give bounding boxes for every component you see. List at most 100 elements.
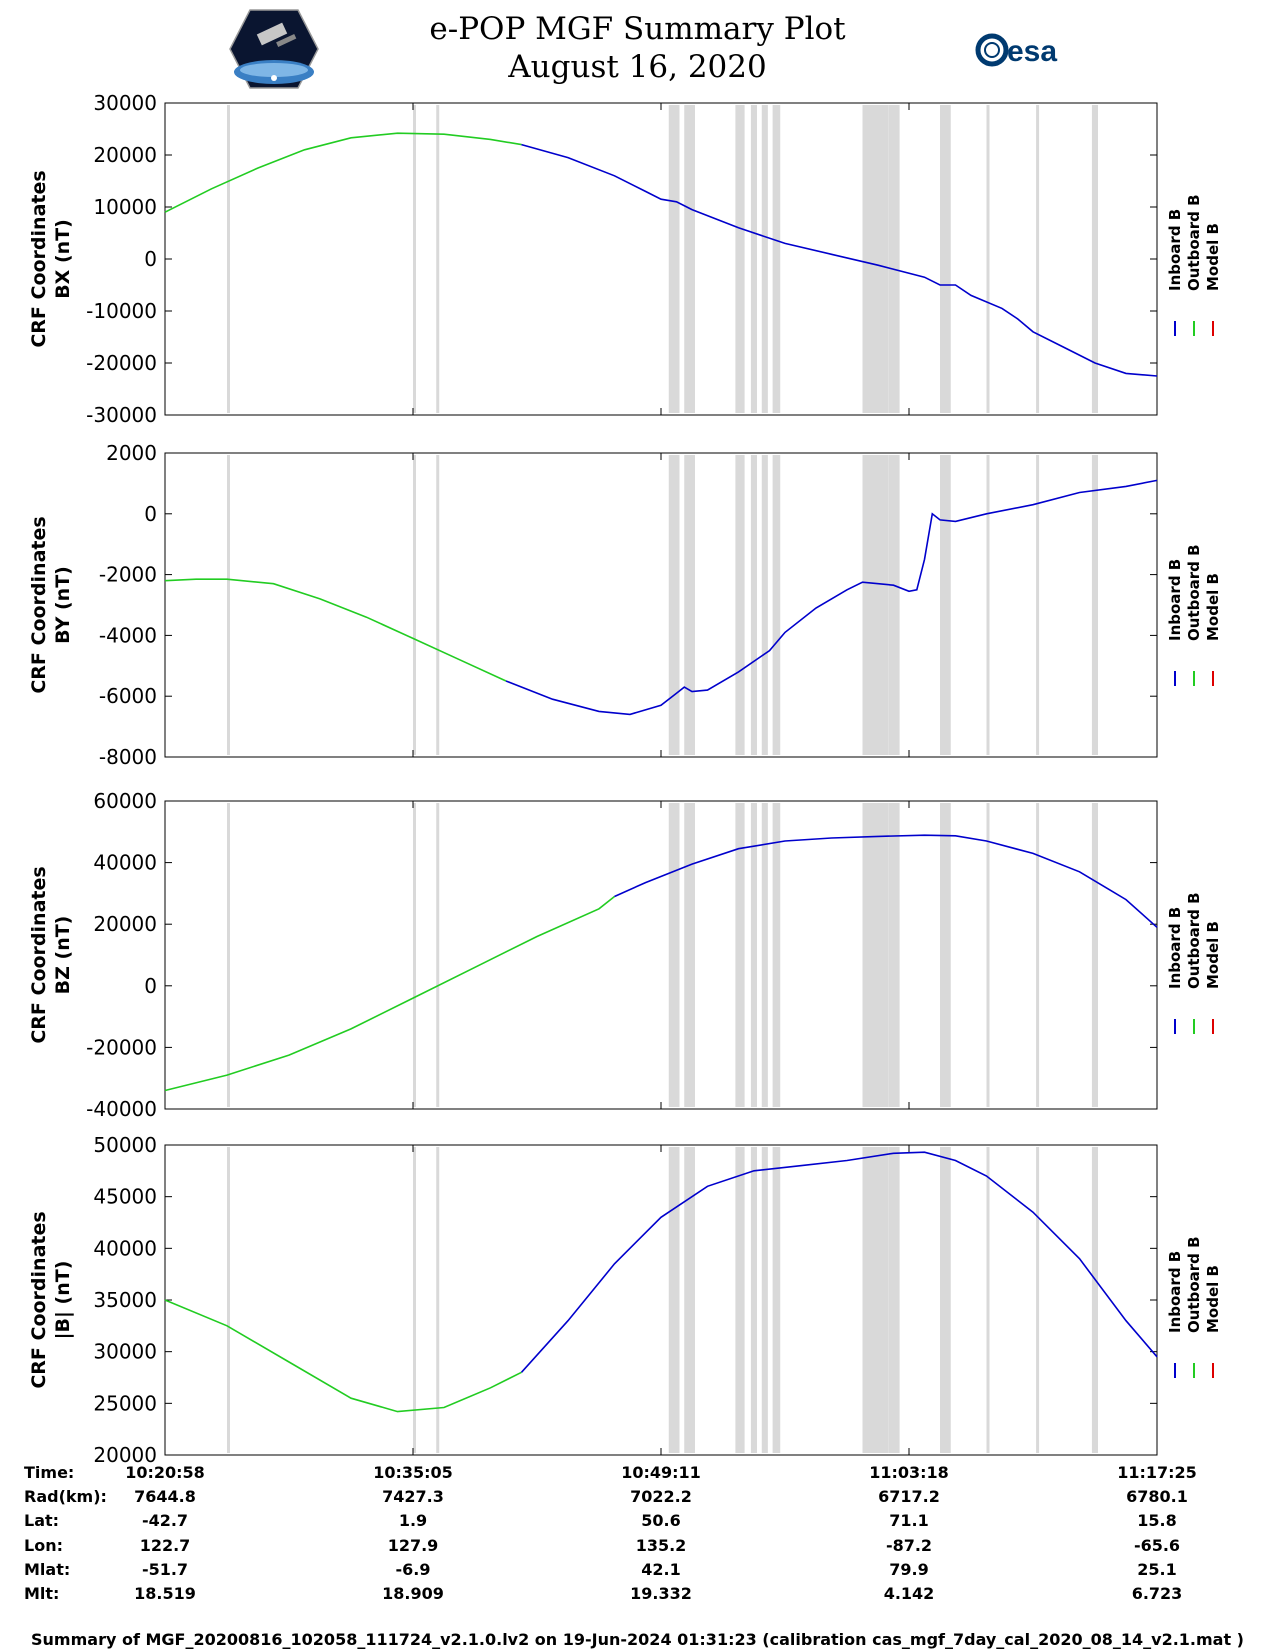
esa-logo: esa — [975, 33, 1057, 68]
gap-band-1-11 — [940, 105, 951, 413]
legend-label-2-2: Model B — [1204, 573, 1222, 641]
legend-label-3-0: Inboard B — [1166, 907, 1184, 989]
orbit-row-label: Lat: — [24, 1511, 60, 1530]
y-tick-label-2: -4000 — [99, 623, 157, 647]
gap-band-1-4 — [684, 105, 695, 413]
orbit-cell: 42.1 — [641, 1560, 681, 1579]
y-axis-label-4-line2: |B| (nT) — [52, 1261, 74, 1340]
gap-band-3-10 — [888, 803, 900, 1107]
gap-band-2-2 — [436, 455, 440, 755]
gap-band-4-8 — [772, 1147, 781, 1453]
gap-band-1-14 — [1091, 105, 1098, 413]
y-tick-label-1: -30000 — [86, 403, 157, 427]
y-tick-label-2: 2000 — [106, 441, 157, 465]
gap-band-3-13 — [1036, 803, 1040, 1107]
gap-band-1-5 — [735, 105, 745, 413]
gap-band-2-4 — [684, 455, 695, 755]
orbit-cell: 7644.8 — [134, 1487, 196, 1506]
y-tick-label-1: 0 — [144, 247, 157, 271]
y-tick-label-4: 50000 — [93, 1133, 157, 1157]
orbit-cell: -51.7 — [141, 1560, 189, 1579]
y-axis-label-1-line1: CRF Coordinates — [28, 170, 50, 347]
gap-band-1-10 — [888, 105, 900, 413]
gap-band-4-11 — [940, 1147, 951, 1453]
legend-label-1-2: Model B — [1204, 223, 1222, 291]
orbit-cell: 79.9 — [889, 1560, 929, 1579]
plot-title: e-POP MGF Summary Plot — [429, 11, 846, 47]
orbit-cell: 50.6 — [641, 1511, 681, 1530]
legend-label-1-0: Inboard B — [1166, 209, 1184, 291]
gap-band-1-8 — [772, 105, 781, 413]
orbit-cell: -87.2 — [885, 1536, 933, 1555]
legend-label-3-1: Outboard B — [1185, 892, 1203, 989]
orbit-cell: 11:03:18 — [869, 1463, 949, 1482]
cassiope-logo — [229, 9, 319, 89]
y-axis-label-3-line1: CRF Coordinates — [28, 866, 50, 1043]
gap-band-2-7 — [761, 455, 768, 755]
gap-band-1-7 — [761, 105, 768, 413]
orbit-cell: 25.1 — [1137, 1560, 1177, 1579]
orbit-cell: 15.8 — [1137, 1511, 1177, 1530]
gap-band-3-3 — [668, 803, 680, 1107]
gap-band-1-12 — [986, 105, 990, 413]
y-tick-label-1: -20000 — [86, 351, 157, 375]
y-tick-label-3: 40000 — [93, 851, 157, 875]
y-tick-label-3: -20000 — [86, 1035, 157, 1059]
esa-logo-text: esa — [1007, 35, 1057, 68]
y-tick-label-1: 20000 — [93, 143, 157, 167]
y-tick-label-4: 40000 — [93, 1236, 157, 1260]
legend-label-1-1: Outboard B — [1185, 194, 1203, 291]
orbit-cell: 7427.3 — [382, 1487, 444, 1506]
gap-band-2-0 — [227, 455, 230, 755]
series-line-3-inboard-b — [614, 834, 1158, 928]
gap-band-2-3 — [668, 455, 680, 755]
y-tick-label-2: 0 — [144, 502, 157, 526]
gap-band-4-0 — [227, 1147, 230, 1453]
series-line-4-inboard-b — [520, 1151, 1158, 1373]
y-tick-label-2: -6000 — [99, 684, 157, 708]
y-axis-label-2-line2: BY (nT) — [52, 566, 74, 644]
orbit-cell: 135.2 — [635, 1536, 687, 1555]
gap-band-2-5 — [735, 455, 745, 755]
legend-label-4-2: Model B — [1204, 1265, 1222, 1333]
gap-band-3-2 — [436, 803, 440, 1107]
legend-label-3-2: Model B — [1204, 921, 1222, 989]
y-tick-label-3: 0 — [144, 974, 157, 998]
orbit-cell: 6780.1 — [1126, 1487, 1188, 1506]
gap-band-3-8 — [772, 803, 781, 1107]
series-line-3-outboard-b — [164, 895, 615, 1092]
plot-frame-1 — [164, 102, 1158, 416]
y-tick-label-2: -8000 — [99, 745, 157, 769]
orbit-cell: 122.7 — [139, 1536, 191, 1555]
y-tick-label-4: 35000 — [93, 1288, 157, 1312]
orbit-cell: -6.9 — [395, 1560, 431, 1579]
gap-band-3-6 — [750, 803, 757, 1107]
y-tick-label-4: 45000 — [93, 1185, 157, 1209]
orbit-cell: -42.7 — [141, 1511, 189, 1530]
gap-band-2-14 — [1091, 455, 1098, 755]
orbit-cell: 18.909 — [382, 1584, 444, 1603]
plot-frame-4 — [164, 1144, 1158, 1456]
orbit-row-label: Lon: — [24, 1536, 63, 1555]
orbit-cell: 6717.2 — [878, 1487, 940, 1506]
y-tick-label-4: 25000 — [93, 1391, 157, 1415]
gap-band-1-0 — [227, 105, 230, 413]
orbit-row-label: Mlat: — [24, 1560, 71, 1579]
footer-summary: Summary of MGF_20200816_102058_111724_v2… — [31, 1630, 1244, 1649]
y-tick-label-1: 30000 — [93, 91, 157, 115]
orbit-row-label: Mlt: — [24, 1584, 60, 1603]
orbit-cell: 1.9 — [398, 1511, 428, 1530]
orbit-cell: 71.1 — [889, 1511, 929, 1530]
y-tick-label-4: 20000 — [93, 1443, 157, 1467]
orbit-cell: 127.9 — [387, 1536, 439, 1555]
orbit-cell: 7022.2 — [630, 1487, 692, 1506]
gap-band-4-14 — [1091, 1147, 1098, 1453]
gap-band-3-0 — [227, 803, 230, 1107]
gap-band-1-6 — [750, 105, 757, 413]
gap-band-1-9 — [862, 105, 889, 413]
y-tick-label-1: -10000 — [86, 299, 157, 323]
legend-label-4-0: Inboard B — [1166, 1251, 1184, 1333]
gap-band-4-9 — [862, 1147, 889, 1453]
series-line-2-outboard-b — [164, 578, 507, 682]
title-block: e-POP MGF Summary Plot August 16, 2020 — [0, 10, 1275, 86]
